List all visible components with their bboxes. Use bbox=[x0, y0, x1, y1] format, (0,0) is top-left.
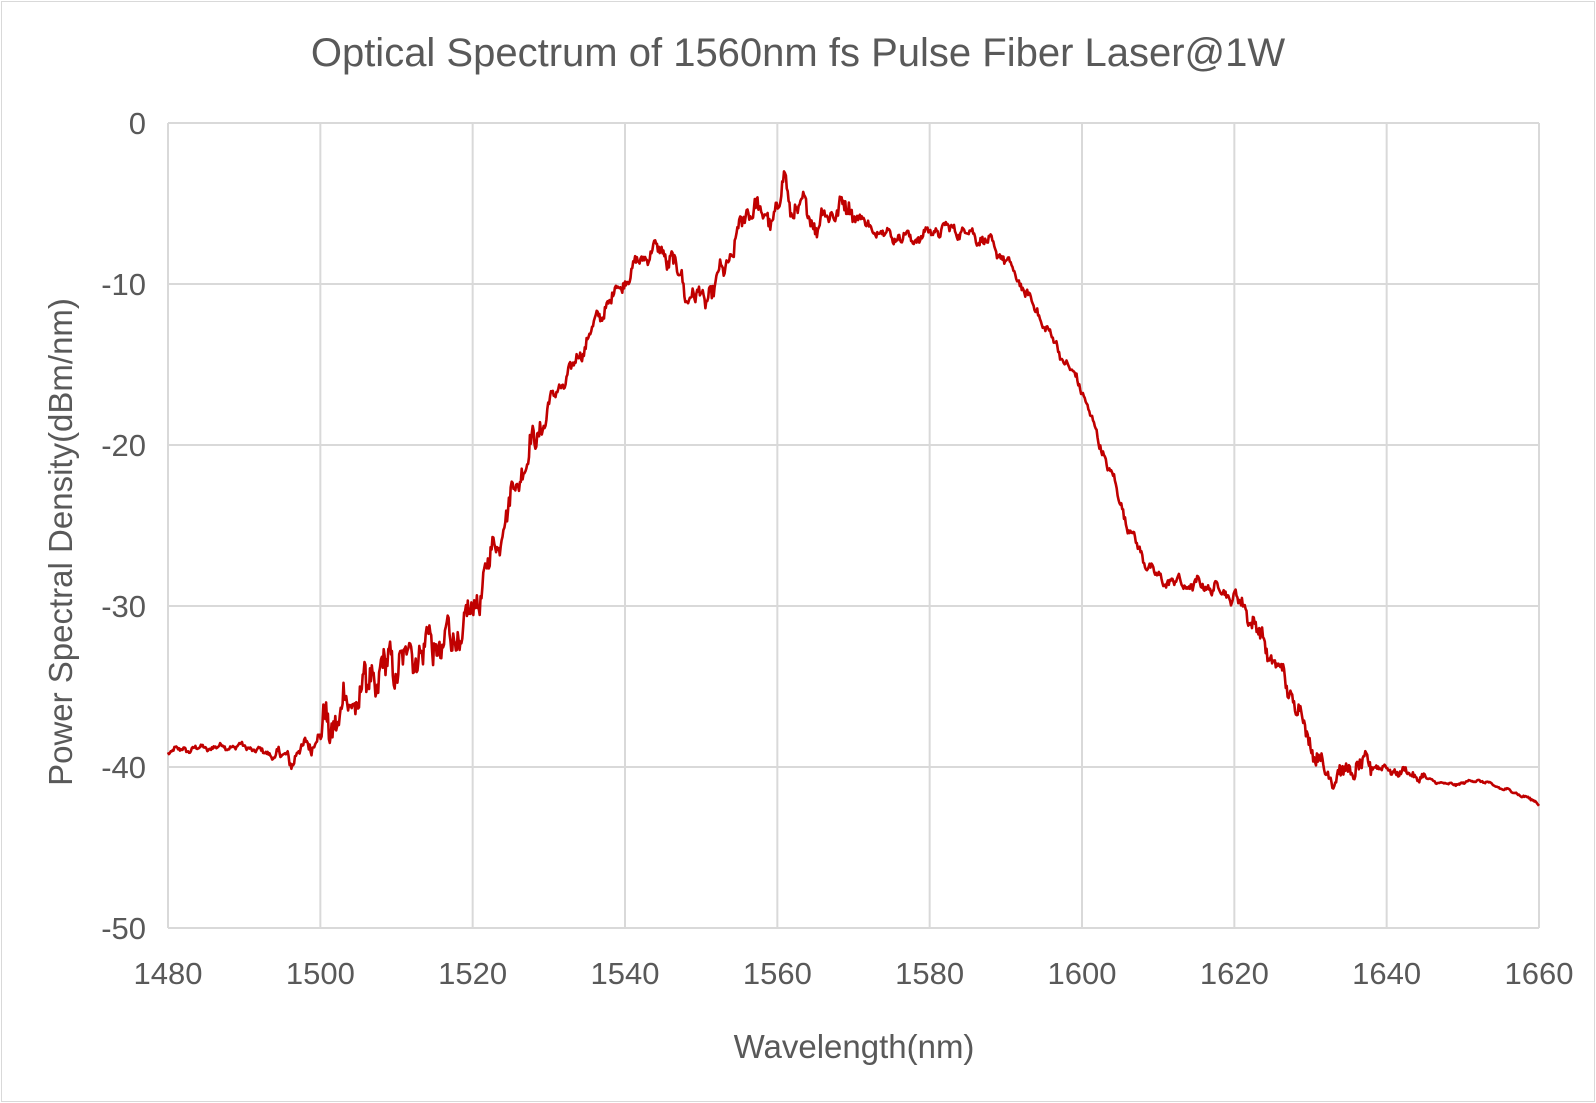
x-tick-label: 1640 bbox=[1352, 956, 1421, 991]
x-tick-label: 1520 bbox=[438, 956, 507, 991]
x-tick-label: 1600 bbox=[1048, 956, 1117, 991]
grid-lines bbox=[167, 122, 1540, 929]
x-tick-label: 1480 bbox=[134, 956, 203, 991]
x-tick-label: 1540 bbox=[591, 956, 660, 991]
y-tick-label: -50 bbox=[101, 911, 146, 946]
y-tick-label: -30 bbox=[101, 589, 146, 624]
x-tick-label: 1500 bbox=[286, 956, 355, 991]
x-tick-label: 1560 bbox=[743, 956, 812, 991]
y-tick-labels: 0 -10 -20 -30 -40 -50 bbox=[101, 106, 146, 946]
y-axis-title: Power Spectral Density(dBm/nm) bbox=[42, 298, 79, 786]
x-tick-labels: 1480 1500 1520 1540 1560 1580 1600 1620 1640 1660 bbox=[134, 956, 1574, 991]
x-tick-label: 1580 bbox=[895, 956, 964, 991]
spectrum-series-line bbox=[166, 170, 1541, 807]
y-tick-label: -10 bbox=[101, 267, 146, 302]
chart-title: Optical Spectrum of 1560nm fs Pulse Fibe… bbox=[311, 31, 1286, 75]
x-axis-title: Wavelength(nm) bbox=[734, 1028, 975, 1065]
y-tick-label: -20 bbox=[101, 428, 146, 463]
x-tick-label: 1620 bbox=[1200, 956, 1269, 991]
x-tick-label: 1660 bbox=[1505, 956, 1574, 991]
y-tick-label: 0 bbox=[129, 106, 146, 141]
y-tick-label: -40 bbox=[101, 750, 146, 785]
